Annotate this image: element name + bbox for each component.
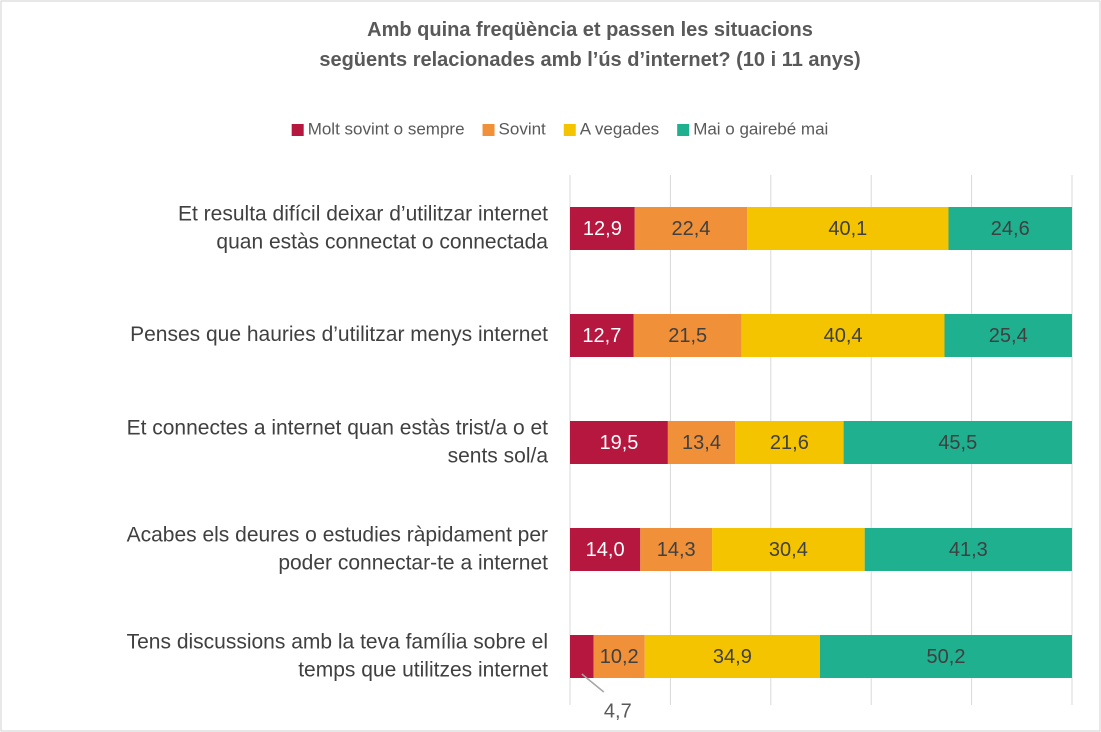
bar-segment <box>741 314 945 357</box>
bar-segment <box>593 635 645 678</box>
bar-segment <box>944 314 1072 357</box>
value-label: 45,5 <box>938 432 977 454</box>
legend-label: Molt sovint o sempre <box>308 119 465 138</box>
value-label: 10,2 <box>600 646 639 668</box>
value-label: 12,7 <box>582 325 621 347</box>
value-label: 25,4 <box>989 325 1028 347</box>
bar-segment <box>843 421 1072 464</box>
value-label: 21,5 <box>668 325 707 347</box>
category-label: Et connectes a internet quan estàs trist… <box>127 416 549 467</box>
value-label: 14,0 <box>586 539 625 561</box>
bar-segment <box>570 421 668 464</box>
chart-title: Amb quina freqüència et passen les situa… <box>319 19 860 71</box>
legend-swatch <box>482 124 495 136</box>
leader-line <box>581 673 605 693</box>
category-label: Acabes els deures o estudies ràpidament … <box>127 523 549 574</box>
category-label: Et resulta difícil deixar d’utilitzar in… <box>178 202 548 253</box>
bar-segment <box>712 528 865 571</box>
bar-segment <box>667 421 736 464</box>
legend-label: Mai o gairebé mai <box>693 119 828 138</box>
category-label: Penses que hauries d’utilitzar menys int… <box>130 323 548 346</box>
value-label: 13,4 <box>682 432 721 454</box>
value-label: 41,3 <box>949 539 988 561</box>
bar-segment <box>819 635 1072 678</box>
legend-label: A vegades <box>580 119 659 138</box>
bar-segment <box>948 207 1072 250</box>
bar-segment <box>644 635 820 678</box>
bar-segment <box>570 207 635 250</box>
legend-label: Sovint <box>499 119 547 138</box>
value-label: 4,7 <box>604 700 632 722</box>
bar-segment <box>633 314 742 357</box>
value-label: 40,1 <box>828 218 867 240</box>
bar-segment <box>747 207 949 250</box>
legend-swatch <box>291 124 304 136</box>
bar-segment <box>634 207 748 250</box>
value-label: 24,6 <box>991 218 1030 240</box>
bar-segment <box>864 528 1072 571</box>
legend-swatch <box>563 124 576 136</box>
value-label: 34,9 <box>713 646 752 668</box>
bar-segment <box>570 528 641 571</box>
value-label: 30,4 <box>769 539 808 561</box>
bar-segment <box>570 314 634 357</box>
bar-segment <box>640 528 713 571</box>
value-label: 12,9 <box>583 218 622 240</box>
legend-swatch <box>677 124 690 136</box>
value-label: 14,3 <box>657 539 696 561</box>
value-label: 21,6 <box>770 432 809 454</box>
value-label: 40,4 <box>824 325 863 347</box>
value-label: 22,4 <box>672 218 711 240</box>
category-label: Tens discussions amb la teva família sob… <box>127 630 549 681</box>
value-label: 19,5 <box>599 432 638 454</box>
bar-segment <box>570 635 594 678</box>
value-label: 50,2 <box>927 646 966 668</box>
bar-segment <box>735 421 844 464</box>
